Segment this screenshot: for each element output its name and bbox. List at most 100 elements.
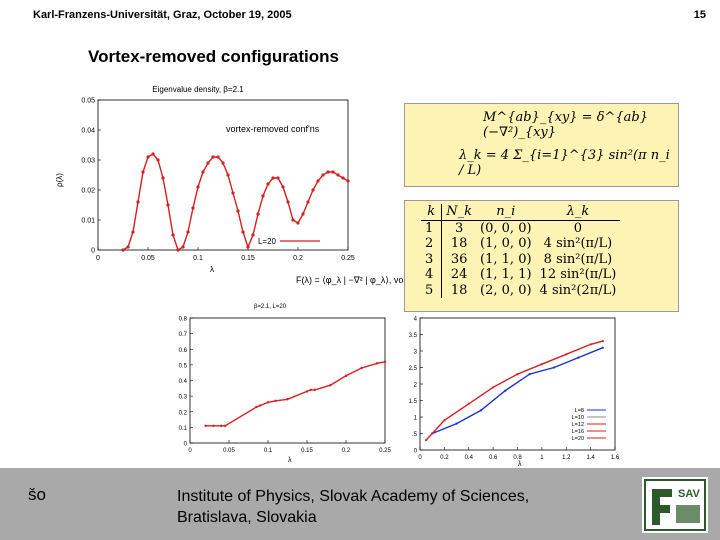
data-point bbox=[589, 343, 592, 346]
data-point bbox=[291, 218, 295, 222]
table-cell: 24 bbox=[450, 267, 468, 282]
x-tick-label: 0.05 bbox=[223, 448, 235, 454]
data-point bbox=[479, 409, 483, 412]
data-point bbox=[186, 230, 190, 234]
table-cell: 5 bbox=[421, 282, 443, 298]
data-point bbox=[504, 389, 507, 392]
x-tick-label: 1.2 bbox=[562, 455, 571, 461]
chart1-xlabel: λ bbox=[210, 265, 214, 274]
table-cell: 4 sin²(2π/L) bbox=[539, 282, 617, 298]
series-line bbox=[205, 361, 386, 427]
table-cell: 1 bbox=[421, 220, 443, 236]
series-line bbox=[122, 153, 349, 252]
table-header-row: k N_k n_i λ_k bbox=[421, 204, 621, 221]
logo-text: SAV bbox=[678, 488, 700, 500]
data-point bbox=[223, 424, 227, 428]
x-tick-label: 0.4 bbox=[465, 455, 474, 461]
x-tick-label: 0.8 bbox=[513, 455, 522, 461]
y-tick-label: 0 bbox=[184, 442, 188, 448]
data-point bbox=[266, 401, 270, 404]
x-tick-label: 0.2 bbox=[293, 255, 303, 262]
data-point bbox=[141, 170, 145, 174]
legend-label: L=20 bbox=[572, 436, 584, 442]
y-tick-label: 0.2 bbox=[179, 410, 188, 416]
data-point bbox=[166, 203, 170, 207]
y-tick-label: 0 bbox=[91, 248, 95, 255]
data-point bbox=[306, 200, 310, 204]
data-point bbox=[121, 248, 125, 252]
chart1-ylabel: ρ(λ) bbox=[55, 173, 64, 187]
laplacian-equation: M^{ab}_{xy} = δ^{ab}(−∇²)_{xy} bbox=[483, 110, 649, 140]
header-conference: Karl-Franzens-Universität, Graz, October… bbox=[33, 9, 292, 21]
y-tick-label: 0 bbox=[414, 449, 418, 455]
x-tick-label: 1.6 bbox=[611, 455, 620, 461]
data-point bbox=[196, 185, 200, 189]
legend-label: L=12 bbox=[572, 422, 584, 428]
data-point bbox=[528, 373, 531, 376]
data-point bbox=[259, 404, 262, 407]
chart1-legend: L=20 bbox=[258, 237, 320, 246]
chart1-title: Eigenvalue density, β=2.1 bbox=[152, 85, 244, 94]
y-tick-label: 0.02 bbox=[81, 188, 95, 195]
x-tick-label: 0.25 bbox=[341, 255, 355, 262]
data-point bbox=[171, 233, 175, 237]
y-tick-label: 0.5 bbox=[179, 363, 188, 369]
chart3-y-ticks: 0 .5 1 1.5 2 2.5 3 3.5 4 bbox=[409, 317, 423, 455]
y-tick-label: 2 bbox=[414, 383, 418, 389]
data-point bbox=[540, 363, 543, 366]
y-tick-label: 0.01 bbox=[81, 218, 95, 225]
legend-label: L=8 bbox=[575, 408, 584, 414]
data-point bbox=[212, 424, 215, 428]
data-point bbox=[255, 405, 258, 409]
y-tick-label: 0.4 bbox=[179, 379, 188, 385]
data-point bbox=[204, 424, 207, 428]
data-point bbox=[266, 182, 270, 186]
data-point bbox=[201, 170, 205, 174]
data-point bbox=[311, 188, 315, 192]
chart1-y-ticks: 0 0.01 0.02 0.03 0.04 0.05 bbox=[81, 98, 101, 255]
x-tick-label: 1.4 bbox=[586, 455, 595, 461]
y-tick-label: 4 bbox=[414, 317, 418, 323]
y-tick-label: 1 bbox=[414, 416, 418, 422]
data-point bbox=[176, 248, 180, 252]
data-point bbox=[467, 402, 470, 405]
data-point bbox=[181, 245, 185, 249]
data-point bbox=[261, 194, 265, 198]
x-tick-label: 1 bbox=[540, 455, 544, 461]
data-point bbox=[246, 245, 250, 249]
table-cell: 18 bbox=[450, 282, 468, 298]
chart3-series bbox=[424, 340, 604, 442]
chart1-frame bbox=[97, 99, 349, 251]
table-cell: (1, 1, 0) bbox=[480, 251, 532, 267]
data-point bbox=[216, 155, 220, 159]
chart1-annotation: vortex-removed conf'ns bbox=[226, 124, 320, 134]
data-point bbox=[146, 155, 150, 159]
table-cell: 4 bbox=[421, 267, 443, 283]
data-point bbox=[286, 200, 290, 204]
eigenvalue-equation: λ_k = 4 Σ_{i=1}^{3} sin²(π n_i / L) bbox=[459, 148, 670, 178]
x-tick-label: 0 bbox=[96, 255, 100, 262]
F-lambda-multi-L-chart: 0 .5 1 1.5 2 2.5 3 3.5 4 0 0.2 0.4 0.6 0.8 1 1.2 1.4 1.6… bbox=[409, 317, 620, 469]
logo-mark-icon bbox=[652, 489, 672, 525]
x-tick-label: 0.1 bbox=[193, 255, 203, 262]
y-tick-label: 3 bbox=[414, 350, 418, 356]
data-point bbox=[191, 206, 195, 210]
eigenvalue-density-chart: Eigenvalue density, β=2.1 00.010.020.030… bbox=[55, 85, 355, 274]
x-tick-label: 0 bbox=[188, 448, 192, 454]
data-point bbox=[236, 209, 240, 213]
equation-box: M^{ab}_{xy} = δ^{ab}(−∇²)_{xy} λ_k = 4 Σ… bbox=[404, 103, 679, 187]
table-header: N_k bbox=[441, 204, 477, 221]
chart1-x-ticks: 0 0.05 0.1 0.15 0.2 0.25 bbox=[96, 247, 355, 262]
data-point bbox=[296, 221, 300, 225]
slide-title: Vortex-removed configurations bbox=[88, 47, 339, 66]
y-tick-label: 0.8 bbox=[179, 317, 188, 323]
chart3-x-ticks: 0 0.2 0.4 0.6 0.8 1 1.2 1.4 1.6 bbox=[418, 447, 620, 461]
chart1-legend-label: L=20 bbox=[258, 237, 277, 246]
data-point bbox=[206, 161, 210, 165]
degeneracy-table-box: k N_k n_i λ_k 1 3 (0, 0, 0) 0 2 18 (1, 0, 0) 4 … bbox=[404, 200, 679, 312]
data-point bbox=[305, 390, 309, 393]
data-point bbox=[251, 233, 255, 237]
table-header: n_i bbox=[476, 204, 536, 221]
data-point bbox=[376, 362, 379, 365]
data-point bbox=[301, 212, 305, 216]
